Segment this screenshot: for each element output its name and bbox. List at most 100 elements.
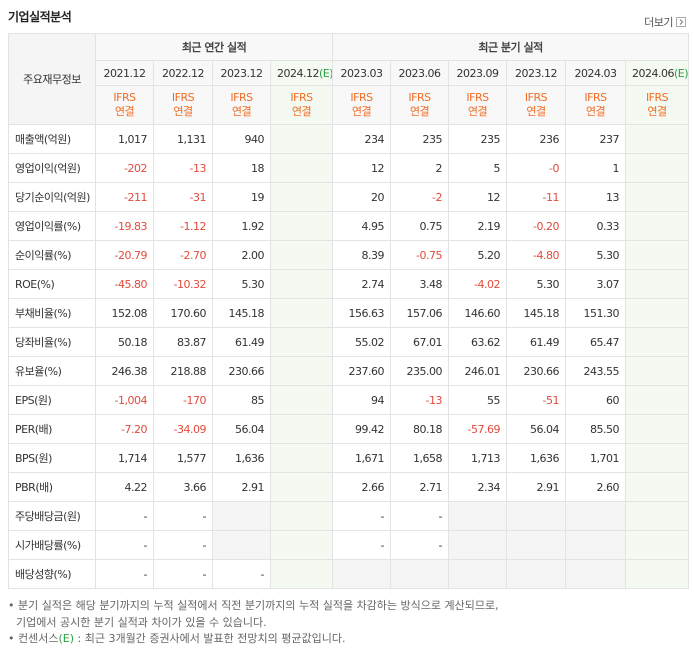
empty-cell	[269, 269, 334, 299]
row-label: 부채비율(%)	[8, 298, 96, 328]
value-cell: -	[153, 559, 213, 589]
estimate-mark: (E)	[319, 66, 333, 80]
basis-header: IFRS 연결	[269, 85, 334, 125]
empty-cell	[625, 240, 690, 270]
empty-cell	[625, 443, 690, 473]
value-cell: 5.20	[448, 240, 508, 270]
value-cell: -	[332, 530, 392, 560]
value-cell: -51	[506, 385, 567, 415]
value-cell: 3.48	[390, 269, 450, 299]
value-cell: -	[153, 530, 213, 560]
value-cell: 83.87	[153, 327, 213, 357]
data-row: 배당성향(%) - - -	[8, 559, 690, 589]
period: 2022.12	[162, 66, 205, 80]
row-label: PER(배)	[8, 414, 96, 444]
value-cell: 1	[565, 153, 627, 183]
data-row: 유보율(%) 246.38 218.88 230.66 237.60 235.00 246.…	[8, 356, 690, 386]
basis-header: IFRS 연결	[153, 85, 213, 125]
group-header: 최근 연간 실적	[94, 33, 334, 61]
value-cell: 1,671	[332, 443, 392, 473]
more-icon[interactable]	[676, 17, 686, 27]
period: 2023.03	[340, 66, 384, 80]
empty-cell	[448, 559, 508, 589]
value-cell: 4.95	[332, 211, 392, 241]
empty-cell	[448, 530, 508, 560]
footnotes: • 분기 실적은 해당 분기까지의 누적 실적에서 직전 분기까지의 누적 실적…	[8, 598, 499, 648]
data-row: BPS(원) 1,714 1,577 1,636 1,671 1,658 1,713 1,63…	[8, 443, 690, 473]
value-cell: 8.39	[332, 240, 392, 270]
footnote-text: 기업에서 공시한 분기 실적과 차이가 있을 수 있습니다.	[16, 615, 267, 629]
footnote: • 분기 실적은 해당 분기까지의 누적 실적에서 직전 분기까지의 누적 실적…	[8, 599, 499, 612]
standard: IFRS	[524, 91, 548, 104]
data-row: 당기순이익(억원) -211 -31 19 20 -2 12 -11 13	[8, 182, 690, 212]
value-cell: 50.18	[95, 327, 154, 357]
value-cell: -1,004	[95, 385, 154, 415]
empty-cell	[625, 182, 690, 212]
footnote-mark: (E)	[58, 632, 75, 645]
value-cell: 1,713	[448, 443, 508, 473]
empty-cell	[269, 124, 334, 154]
value-cell: -	[95, 530, 154, 560]
scope: 연결	[467, 105, 488, 118]
empty-cell	[269, 472, 334, 502]
data-row: 주당배당금(원) - - - -	[8, 501, 690, 531]
basis-header: IFRS 연결	[390, 85, 450, 125]
value-cell: -19.83	[95, 211, 154, 241]
row-label: 영업이익(억원)	[8, 153, 96, 183]
value-cell: -211	[95, 182, 154, 212]
more-text[interactable]: 더보기	[644, 16, 673, 29]
value-cell: 65.47	[565, 327, 627, 357]
value-cell: 218.88	[153, 356, 213, 386]
value-cell: -20.79	[95, 240, 154, 270]
basis-header: IFRS 연결	[95, 85, 154, 125]
empty-cell	[269, 356, 334, 386]
more-link[interactable]: 더보기	[644, 14, 686, 30]
value-cell: 99.42	[332, 414, 392, 444]
basis-header: IFRS 연결	[565, 85, 627, 125]
standard: IFRS	[466, 91, 489, 104]
data-row: 부채비율(%) 152.08 170.60 145.18 156.63 157.06 146…	[8, 298, 690, 328]
value-cell: -4.02	[448, 269, 508, 299]
empty-cell	[625, 559, 690, 589]
empty-cell	[625, 327, 690, 357]
value-cell: 151.30	[565, 298, 627, 328]
scope: 연결	[231, 105, 252, 118]
value-cell: -	[95, 559, 154, 589]
value-cell: 235	[448, 124, 508, 154]
empty-cell	[269, 443, 334, 473]
value-cell: 246.01	[448, 356, 508, 386]
scope: 연결	[291, 105, 312, 118]
scope: 연결	[585, 105, 606, 118]
value-cell: -13	[390, 385, 450, 415]
period: 2024.06	[632, 66, 675, 80]
footnote-term: 컨센서스	[18, 632, 59, 645]
standard: IFRS	[584, 91, 607, 104]
period-header: 2024.12(E)	[269, 60, 334, 86]
period: 2023.12	[515, 66, 558, 80]
period-header: 2024.06(E)	[625, 60, 690, 86]
empty-cell	[448, 501, 508, 531]
value-cell: -	[390, 501, 450, 531]
standard: IFRS	[408, 91, 431, 104]
value-cell: -2	[390, 182, 450, 212]
value-cell: 2.91	[506, 472, 567, 502]
row-label: PBR(배)	[8, 472, 96, 502]
scope: 연결	[114, 105, 135, 118]
period-header: 2023.12	[506, 60, 567, 86]
standard: IFRS	[290, 91, 313, 104]
value-cell: 234	[332, 124, 392, 154]
value-cell: 157.06	[390, 298, 450, 328]
empty-cell	[625, 472, 690, 502]
value-cell: 1,714	[95, 443, 154, 473]
value-cell: 1,636	[212, 443, 271, 473]
value-cell: 152.08	[95, 298, 154, 328]
row-label: 매출액(억원)	[8, 124, 96, 154]
period: 2023.09	[456, 66, 500, 80]
empty-cell	[625, 269, 690, 299]
empty-cell	[625, 530, 690, 560]
value-cell: 85.50	[565, 414, 627, 444]
value-cell: -202	[95, 153, 154, 183]
value-cell: 63.62	[448, 327, 508, 357]
scope: 연결	[526, 105, 546, 118]
